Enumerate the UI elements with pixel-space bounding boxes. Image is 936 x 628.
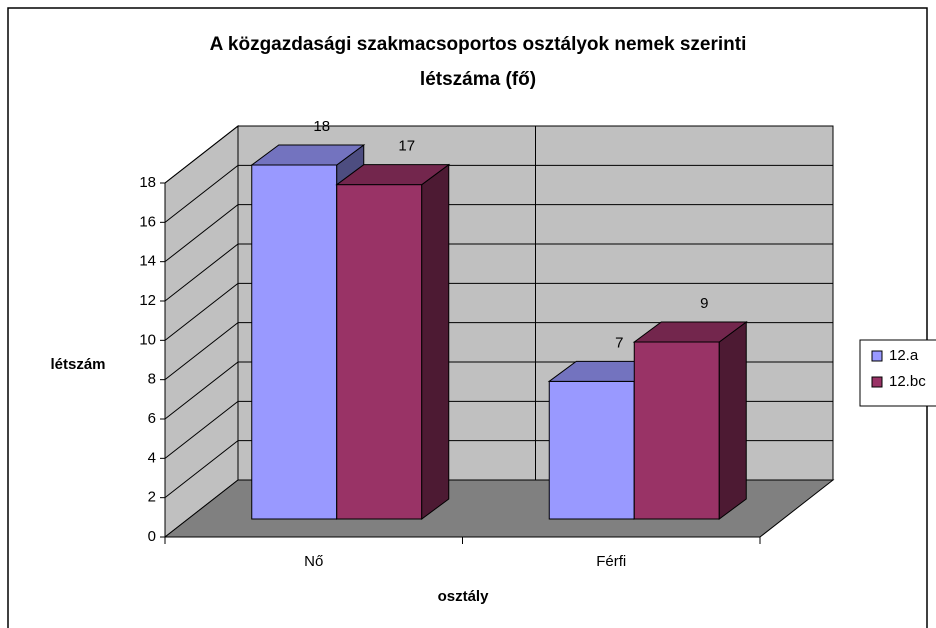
legend-swatch: [871, 376, 883, 388]
y-axis-label: létszám: [50, 356, 105, 373]
x-tick-label: Nő: [304, 553, 323, 570]
bar-front: [633, 341, 720, 520]
bar-top: [250, 144, 366, 166]
legend-label: 12.a: [889, 347, 919, 364]
grid-line: [164, 204, 833, 263]
bar: [335, 163, 451, 520]
grid-line: [164, 243, 833, 302]
grid-line: [164, 322, 833, 381]
bar-side: [421, 163, 450, 520]
y-tick-label: 4: [148, 449, 156, 466]
legend-label: 12.bc: [889, 373, 926, 390]
y-tick-label: 14: [139, 253, 156, 270]
bar-top: [335, 164, 451, 186]
legend-swatch: [871, 350, 883, 362]
grid-line: [164, 164, 833, 223]
bar-front: [336, 184, 423, 520]
bar-front: [548, 380, 635, 520]
y-tick-label: 6: [148, 410, 156, 427]
y-tick-label: 2: [148, 489, 156, 506]
bar-front: [251, 164, 338, 520]
grid-line: [164, 282, 833, 341]
y-tick-label: 0: [148, 528, 156, 545]
data-label: 9: [700, 295, 708, 312]
data-label: 7: [615, 334, 623, 351]
bar: [632, 321, 748, 520]
chart-title: A közgazdasági szakmacsoportos osztályok…: [210, 34, 747, 55]
y-tick-label: 16: [139, 213, 156, 230]
data-label: 17: [398, 138, 415, 155]
chart-title: létszáma (fő): [420, 69, 536, 90]
y-tick-label: 12: [139, 292, 156, 309]
bar-side: [718, 321, 747, 520]
y-tick-label: 18: [139, 174, 156, 191]
bar-top: [632, 321, 748, 343]
y-tick-label: 10: [139, 331, 156, 348]
x-tick-label: Férfi: [596, 553, 626, 570]
y-tick-label: 8: [148, 371, 156, 388]
grid-line: [164, 125, 833, 184]
x-axis-label: osztály: [438, 588, 490, 605]
data-label: 18: [313, 118, 330, 135]
